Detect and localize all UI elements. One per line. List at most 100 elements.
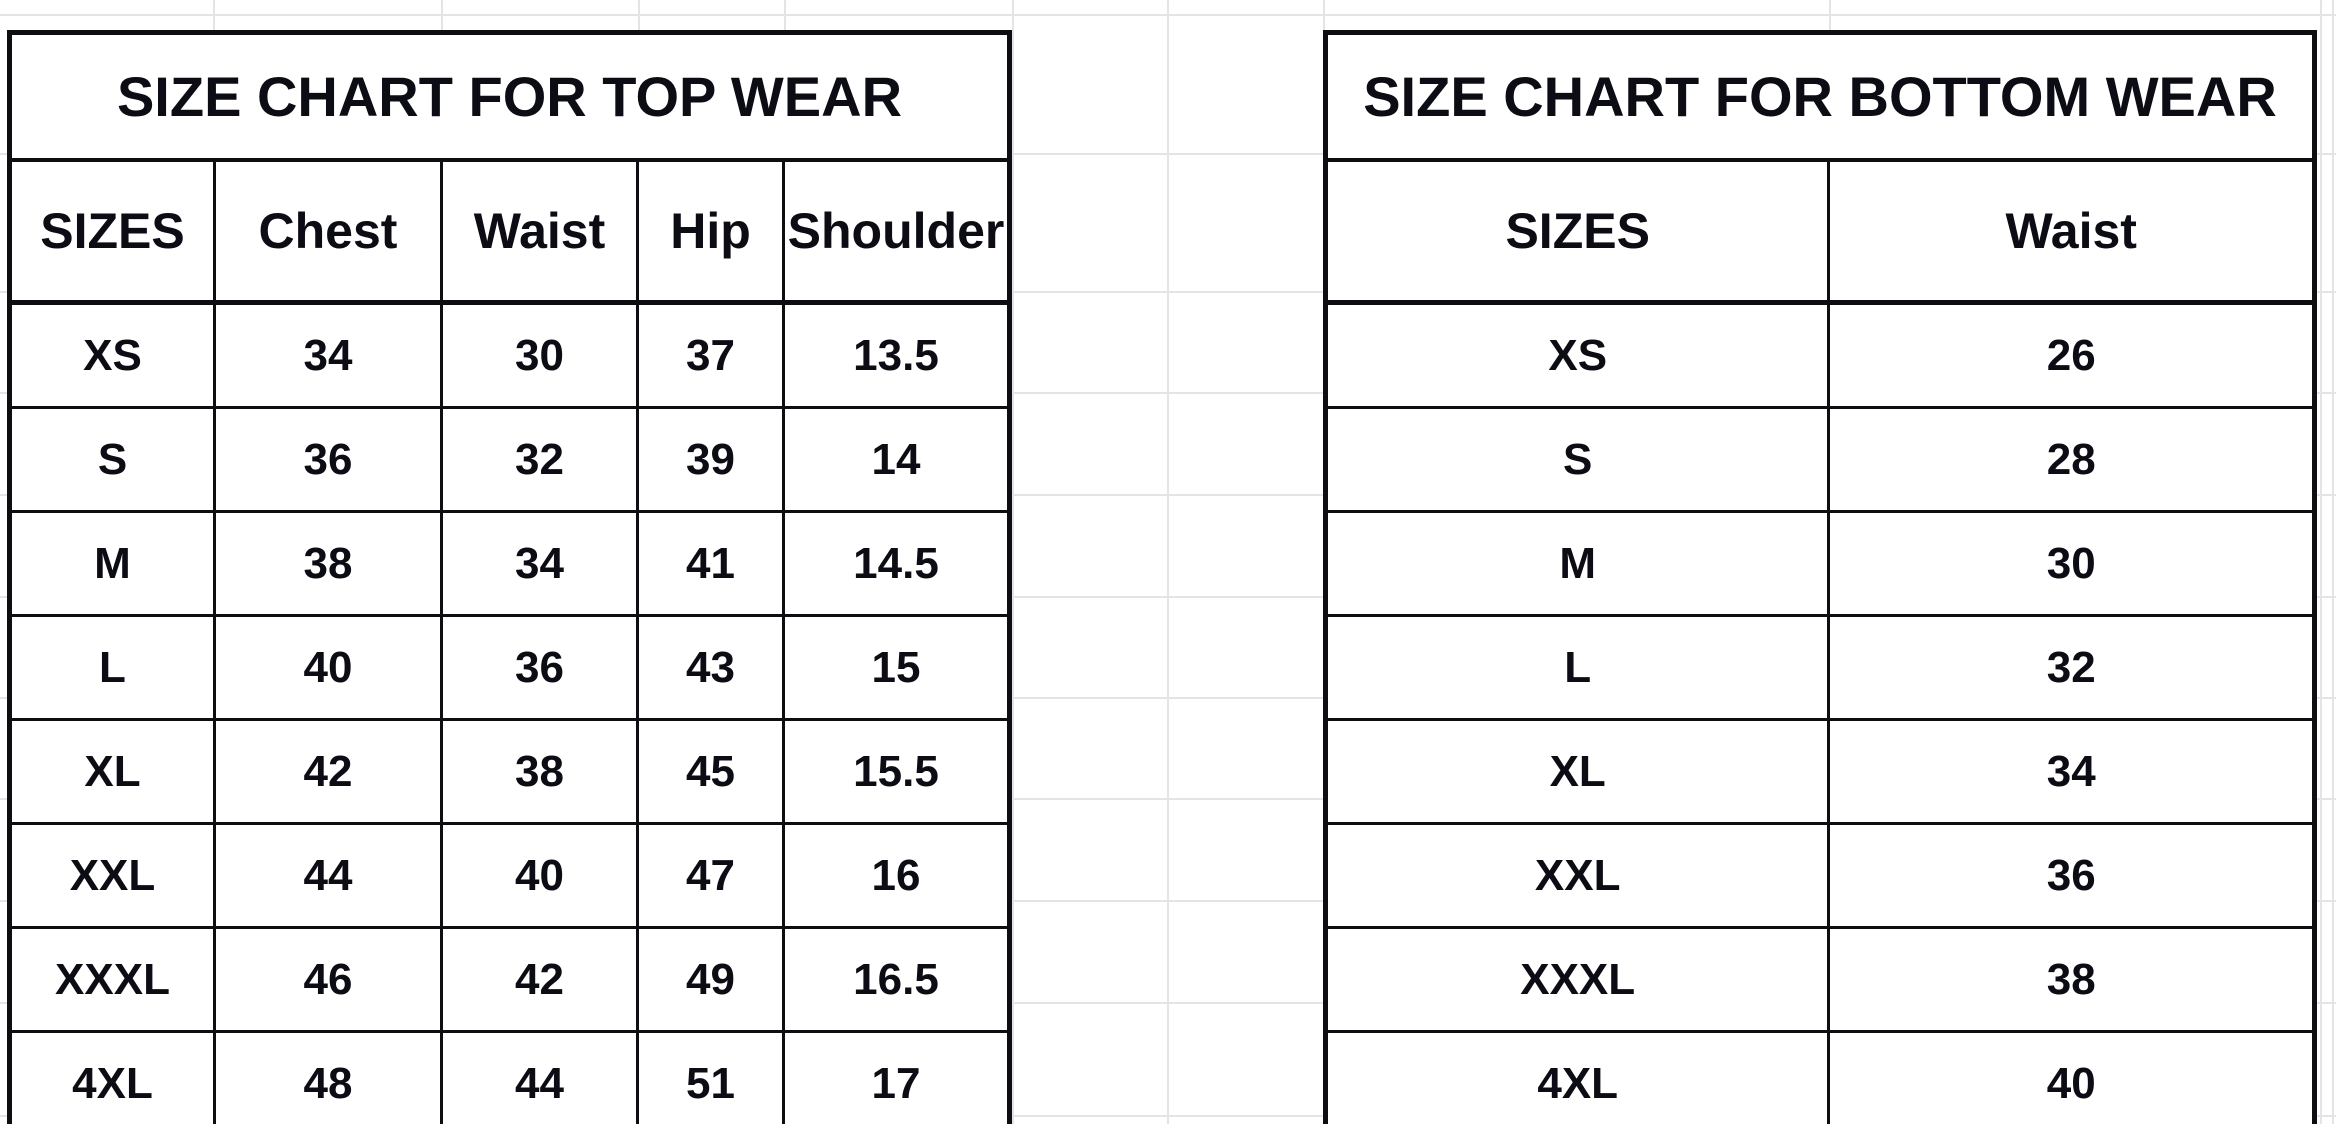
measurement-cell: 36 (1827, 822, 2316, 929)
table-row: XXXL 38 (1323, 926, 2316, 1033)
size-chart-top-wear-table: SIZE CHART FOR TOP WEAR SIZES Chest Wais… (7, 30, 1012, 1124)
gridline-h (0, 596, 2336, 598)
column-header-shoulder: Shoulder (782, 158, 1011, 305)
size-label-cell: 4XL (1323, 1030, 1831, 1124)
table-row: XL 34 (1323, 718, 2316, 825)
measurement-cell: 14 (782, 406, 1011, 513)
measurement-cell: 30 (1827, 510, 2316, 617)
column-header-hip: Hip (636, 158, 785, 305)
table-row: SIZE CHART FOR TOP WEAR (8, 31, 1011, 162)
measurement-cell: 17 (782, 1030, 1011, 1124)
gridline-h (0, 798, 2336, 800)
table-row: M 30 (1323, 510, 2316, 617)
measurement-cell: 34 (213, 301, 443, 409)
measurement-cell: 38 (213, 510, 443, 617)
size-label-cell: L (8, 614, 216, 721)
table-row: 4XL 40 (1323, 1030, 2316, 1124)
table-row: SIZES Chest Waist Hip Shoulder (8, 158, 1011, 305)
measurement-cell: 16 (782, 822, 1011, 929)
measurement-cell: 44 (213, 822, 443, 929)
table-row: XXL 44 40 47 16 (8, 822, 1011, 929)
size-label-cell: XL (1323, 718, 1831, 825)
measurement-cell: 32 (1827, 614, 2316, 721)
size-label-cell: S (8, 406, 216, 513)
size-chart-bottom-wear-table: SIZE CHART FOR BOTTOM WEAR SIZES Waist X… (1323, 30, 2317, 1124)
gridline-h (0, 1115, 2336, 1117)
measurement-cell: 41 (636, 510, 785, 617)
size-label-cell: XXXL (8, 926, 216, 1033)
measurement-cell: 40 (1827, 1030, 2316, 1124)
table-row: XXL 36 (1323, 822, 2316, 929)
gridline-h (0, 900, 2336, 902)
measurement-cell: 51 (636, 1030, 785, 1124)
measurement-cell: 43 (636, 614, 785, 721)
measurement-cell: 34 (440, 510, 639, 617)
size-label-cell: L (1323, 614, 1831, 721)
measurement-cell: 40 (440, 822, 639, 929)
measurement-cell: 28 (1827, 406, 2316, 513)
measurement-cell: 14.5 (782, 510, 1011, 617)
size-label-cell: XS (8, 301, 216, 409)
measurement-cell: 42 (440, 926, 639, 1033)
measurement-cell: 15.5 (782, 718, 1011, 825)
table-row: SIZES Waist (1323, 158, 2316, 305)
column-header-sizes: SIZES (1323, 158, 1831, 305)
measurement-cell: 32 (440, 406, 639, 513)
measurement-cell: 47 (636, 822, 785, 929)
measurement-cell: 37 (636, 301, 785, 409)
size-label-cell: M (8, 510, 216, 617)
measurement-cell: 49 (636, 926, 785, 1033)
column-header-chest: Chest (213, 158, 443, 305)
measurement-cell: 30 (440, 301, 639, 409)
table-row: XS 34 30 37 13.5 (8, 301, 1011, 409)
table-title: SIZE CHART FOR BOTTOM WEAR (1324, 31, 2316, 162)
measurement-cell: 48 (213, 1030, 443, 1124)
measurement-cell: 13.5 (782, 301, 1011, 409)
gridline-h (0, 153, 2336, 155)
size-label-cell: XXXL (1323, 926, 1831, 1033)
table-row: 4XL 48 44 51 17 (8, 1030, 1011, 1124)
measurement-cell: 39 (636, 406, 785, 513)
size-label-cell: M (1323, 510, 1831, 617)
table-row: S 28 (1323, 406, 2316, 513)
table-row: L 32 (1323, 614, 2316, 721)
gridline-h (0, 392, 2336, 394)
table-row: L 40 36 43 15 (8, 614, 1011, 721)
size-label-cell: XXL (1323, 822, 1831, 929)
measurement-cell: 46 (213, 926, 443, 1033)
measurement-cell: 44 (440, 1030, 639, 1124)
gridline-h (0, 1002, 2336, 1004)
gridline-v (1012, 0, 1014, 1124)
table-row: S 36 32 39 14 (8, 406, 1011, 513)
size-label-cell: 4XL (8, 1030, 216, 1124)
measurement-cell: 36 (440, 614, 639, 721)
measurement-cell: 36 (213, 406, 443, 513)
measurement-cell: 26 (1827, 301, 2316, 409)
table-row: XS 26 (1323, 301, 2316, 409)
table-row: M 38 34 41 14.5 (8, 510, 1011, 617)
size-label-cell: XS (1323, 301, 1831, 409)
gridline-v (2332, 0, 2334, 1124)
gridline-h (0, 494, 2336, 496)
measurement-cell: 15 (782, 614, 1011, 721)
table-title: SIZE CHART FOR TOP WEAR (8, 31, 1011, 162)
table-row: SIZE CHART FOR BOTTOM WEAR (1324, 31, 2316, 162)
measurement-cell: 38 (440, 718, 639, 825)
measurement-cell: 40 (213, 614, 443, 721)
column-header-waist: Waist (1827, 158, 2316, 305)
size-label-cell: XL (8, 718, 216, 825)
table-row: XXXL 46 42 49 16.5 (8, 926, 1011, 1033)
table-row: XL 42 38 45 15.5 (8, 718, 1011, 825)
size-label-cell: XXL (8, 822, 216, 929)
gridline-h (0, 697, 2336, 699)
measurement-cell: 45 (636, 718, 785, 825)
gridline-h (0, 291, 2336, 293)
column-header-sizes: SIZES (8, 158, 216, 305)
measurement-cell: 42 (213, 718, 443, 825)
gridline-v (2320, 0, 2322, 1124)
measurement-cell: 16.5 (782, 926, 1011, 1033)
gridline-h (0, 14, 2336, 16)
gridline-v (1167, 0, 1169, 1124)
column-header-waist: Waist (440, 158, 639, 305)
